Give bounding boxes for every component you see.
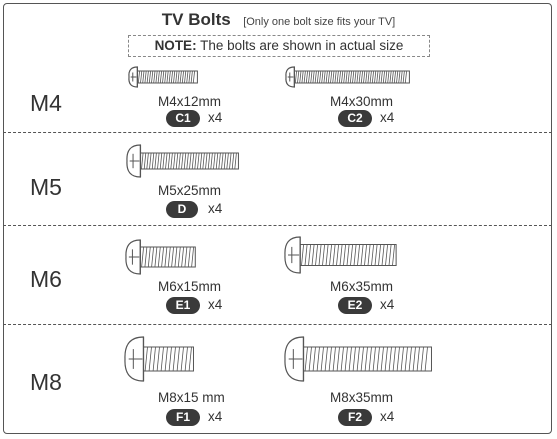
size-label-m6: M6 xyxy=(30,266,62,292)
bolt-quantity: x4 xyxy=(380,297,395,312)
bolt-name: M6x35mm xyxy=(330,279,394,294)
bolt-quantity: x4 xyxy=(208,201,223,216)
bolt-name: M5x25mm xyxy=(158,183,222,198)
note-label: NOTE: xyxy=(154,38,197,53)
bolt-code-badge: F1 xyxy=(166,409,200,426)
phillips-bolt-icon xyxy=(128,66,198,88)
size-note: NOTE: The bolts are shown in actual size xyxy=(128,35,430,57)
bolt-code-badge: E1 xyxy=(166,297,200,314)
note-text: The bolts are shown in actual size xyxy=(196,38,404,53)
bolt-chart-frame xyxy=(3,3,552,434)
row-divider xyxy=(3,225,552,226)
row-divider xyxy=(3,132,552,133)
title-row: TV Bolts [Only one bolt size fits your T… xyxy=(0,10,557,30)
bolt-quantity: x4 xyxy=(208,297,223,312)
page-subtitle: [Only one bolt size fits your TV] xyxy=(243,16,396,28)
bolt-name: M4x12mm xyxy=(158,94,222,109)
bolt-code-badge: C2 xyxy=(338,110,372,127)
phillips-bolt-icon xyxy=(126,144,239,178)
size-label-m4: M4 xyxy=(30,90,62,116)
bolt-name: M8x35mm xyxy=(330,390,394,405)
bolt-quantity: x4 xyxy=(208,409,223,424)
bolt-code-badge: D xyxy=(166,201,198,218)
phillips-bolt-icon xyxy=(284,336,432,382)
phillips-bolt-icon xyxy=(124,336,194,382)
bolt-quantity: x4 xyxy=(208,110,223,125)
size-label-m5: M5 xyxy=(30,174,62,200)
bolt-quantity: x4 xyxy=(380,409,395,424)
page-title: TV Bolts xyxy=(161,10,231,29)
bolt-name: M8x15 mm xyxy=(158,390,225,405)
phillips-bolt-icon xyxy=(285,66,410,88)
bolt-code-badge: F2 xyxy=(338,409,372,426)
row-divider xyxy=(3,324,552,325)
bolt-code-badge: C1 xyxy=(166,110,200,127)
bolt-name: M4x30mm xyxy=(330,94,394,109)
bolt-quantity: x4 xyxy=(380,110,395,125)
phillips-bolt-icon xyxy=(284,236,397,274)
bolt-name: M6x15mm xyxy=(158,279,222,294)
size-label-m8: M8 xyxy=(30,369,62,395)
bolt-code-badge: E2 xyxy=(338,297,372,314)
phillips-bolt-icon xyxy=(125,239,196,275)
